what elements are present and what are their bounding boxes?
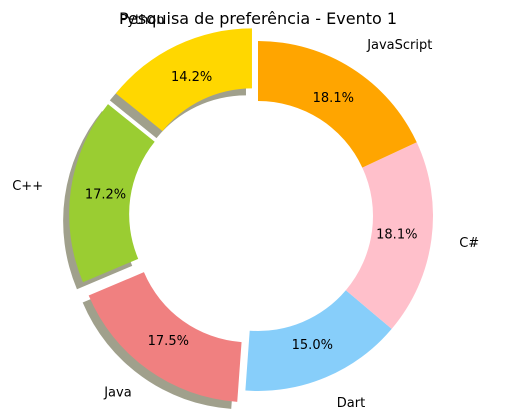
label-c: C# xyxy=(459,236,479,251)
label-java: Java xyxy=(103,385,131,400)
slice-c xyxy=(345,142,434,329)
percent-c: 18.1% xyxy=(376,228,417,243)
percent-dart: 15.0% xyxy=(292,338,333,353)
percent-labels: 14.2% 17.2% 17.5% 15.0% 18.1% 18.1% xyxy=(85,70,418,353)
slice-c xyxy=(69,104,155,283)
slice-dart xyxy=(245,290,392,391)
percent-c: 17.2% xyxy=(85,188,126,203)
slice-java xyxy=(88,272,242,402)
percent-python: 14.2% xyxy=(171,70,212,85)
label-c: C++ xyxy=(12,179,43,194)
label-dart: Dart xyxy=(337,396,365,411)
label-python: Python xyxy=(119,13,164,28)
slices xyxy=(69,28,434,402)
slice-javascript xyxy=(258,41,417,168)
percent-javascript: 18.1% xyxy=(313,91,354,106)
slice-python xyxy=(115,28,252,132)
category-labels: Python C++ Java Dart C# JavaScript xyxy=(12,13,479,411)
chart-title: Pesquisa de preferência - Evento 1 xyxy=(119,9,397,28)
label-javascript: JavaScript xyxy=(366,38,432,53)
percent-java: 17.5% xyxy=(148,334,189,349)
